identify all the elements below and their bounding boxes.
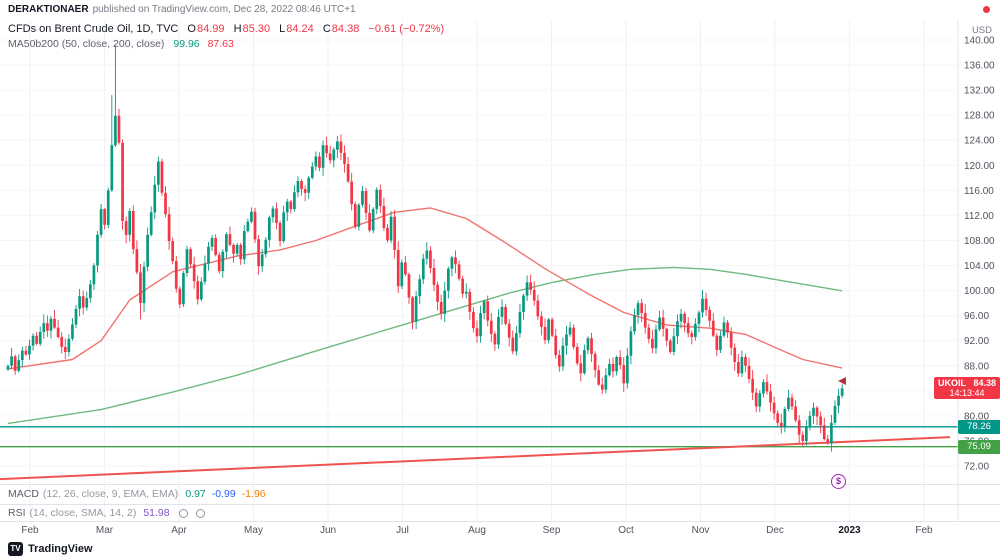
change-value: −0.61 (−0.72%): [368, 23, 445, 35]
price-arrow-marker: [838, 377, 846, 385]
svg-text:140.00: 140.00: [964, 36, 995, 47]
svg-text:132.00: 132.00: [964, 86, 995, 97]
badge-price: 84.38: [973, 378, 996, 389]
trend-line: [0, 436, 951, 481]
price-chart[interactable]: 140.00 136.00 132.00 128.00 124.00 120.00 116.…: [0, 0, 1000, 538]
ohlc-close: C84.38: [322, 23, 360, 35]
publisher-name: DERAKTIONAER: [8, 4, 89, 15]
indicator-action-icon[interactable]: [196, 508, 206, 518]
macd-legend[interactable]: MACD (12, 26, close, 9, EMA, EMA) 0.97 -0.9…: [8, 488, 266, 500]
currency-label: USD: [971, 25, 992, 36]
svg-text:128.00: 128.00: [964, 111, 995, 122]
svg-text:116.00: 116.00: [964, 186, 994, 197]
bar-countdown: 14:13:44: [949, 388, 985, 399]
ohlc-high: H85.30: [233, 23, 271, 35]
svg-text:Jul: Jul: [396, 525, 409, 536]
svg-text:Oct: Oct: [618, 525, 634, 536]
symbol-title[interactable]: CFDs on Brent Crude Oil, 1D, TVC: [8, 23, 179, 35]
svg-text:104.00: 104.00: [964, 261, 995, 272]
svg-text:Aug: Aug: [468, 525, 486, 536]
svg-text:Mar: Mar: [96, 525, 114, 536]
symbol-legend[interactable]: CFDs on Brent Crude Oil, 1D, TVC O84.99 …: [8, 23, 444, 35]
macd-signal-value: -1.96: [241, 488, 266, 500]
svg-text:108.00: 108.00: [964, 236, 995, 247]
live-dot-icon: [983, 6, 990, 13]
tradingview-logo-icon[interactable]: TV: [8, 542, 23, 556]
svg-text:136.00: 136.00: [964, 61, 995, 72]
candles: [6, 45, 844, 452]
macd-params: (12, 26, close, 9, EMA, EMA): [42, 488, 179, 500]
indicator-action-icon[interactable]: [178, 508, 188, 518]
svg-text:96.00: 96.00: [964, 311, 989, 322]
rsi-name[interactable]: RSI: [8, 507, 26, 519]
idea-dollar-marker[interactable]: $: [831, 474, 846, 489]
publish-info: published on TradingView.com, Dec 28, 20…: [92, 4, 356, 15]
svg-text:124.00: 124.00: [964, 136, 995, 147]
svg-text:2023: 2023: [838, 525, 861, 536]
last-price-badge: UKOIL 84.38 14:13:44: [934, 377, 1000, 400]
ohlc-low: L84.24: [279, 23, 314, 35]
publish-header: DERAKTIONAER published on TradingView.com…: [0, 0, 1000, 20]
svg-text:120.00: 120.00: [964, 161, 995, 172]
rsi-params: (14, close, SMA, 14, 2): [29, 507, 137, 519]
ma50-value: 87.63: [207, 38, 234, 50]
macd-line-value: -0.99: [211, 488, 236, 500]
level-badge-7509: 75.09: [958, 439, 1000, 454]
svg-text:Jun: Jun: [320, 525, 336, 536]
svg-text:Apr: Apr: [171, 525, 187, 536]
svg-text:Sep: Sep: [543, 525, 561, 536]
svg-text:72.00: 72.00: [964, 462, 989, 473]
level-badge-7826: 78.26: [958, 419, 1000, 434]
ohlc-open: O84.99: [187, 23, 225, 35]
macd-hist-value: 0.97: [185, 488, 206, 500]
ma-title[interactable]: MA50b200 (50, close, 200, close): [8, 38, 165, 50]
svg-text:88.00: 88.00: [964, 361, 989, 372]
price-axis-labels: 140.00 136.00 132.00 128.00 124.00 120.00 116.…: [964, 36, 995, 473]
macd-name[interactable]: MACD: [8, 488, 39, 500]
rsi-legend[interactable]: RSI (14, close, SMA, 14, 2) 51.98: [8, 507, 206, 519]
rsi-value: 51.98: [143, 507, 170, 519]
badge-symbol: UKOIL: [938, 378, 966, 389]
svg-text:92.00: 92.00: [964, 336, 989, 347]
time-axis-labels: Feb Mar Apr May Jun Jul Aug Sep Oct Nov Dec 2023 Feb: [21, 525, 933, 536]
svg-text:Feb: Feb: [915, 525, 933, 536]
footer: TV TradingView: [0, 538, 1000, 560]
svg-text:100.00: 100.00: [964, 286, 995, 297]
tradingview-wordmark[interactable]: TradingView: [28, 543, 93, 555]
svg-text:Nov: Nov: [692, 525, 710, 536]
ma-legend[interactable]: MA50b200 (50, close, 200, close) 99.96 8…: [8, 38, 234, 50]
svg-text:May: May: [244, 525, 263, 536]
svg-text:Feb: Feb: [21, 525, 39, 536]
grid: [0, 20, 958, 522]
ma200-value: 99.96: [173, 38, 200, 50]
svg-text:80.00: 80.00: [964, 411, 989, 422]
svg-text:Dec: Dec: [766, 525, 784, 536]
svg-text:112.00: 112.00: [964, 211, 994, 222]
